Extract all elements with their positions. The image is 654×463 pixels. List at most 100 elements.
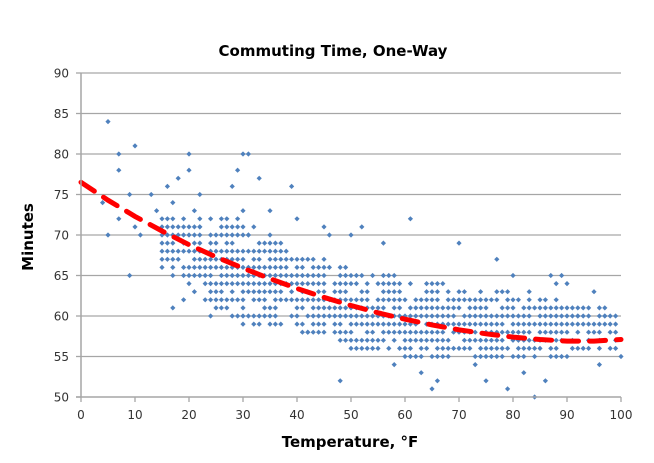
data-point xyxy=(434,329,440,335)
data-point xyxy=(272,256,278,262)
data-point xyxy=(208,240,214,246)
data-point xyxy=(137,232,143,238)
data-point xyxy=(337,272,343,279)
data-point xyxy=(218,281,224,287)
data-point xyxy=(278,248,284,254)
data-point xyxy=(229,264,235,270)
data-point xyxy=(451,313,457,319)
data-point xyxy=(380,329,386,335)
data-point xyxy=(294,281,300,287)
data-point xyxy=(370,321,376,327)
data-point xyxy=(326,232,332,238)
data-point xyxy=(364,321,370,327)
data-point xyxy=(175,248,181,254)
data-point xyxy=(483,353,489,360)
data-point xyxy=(245,281,251,287)
data-point xyxy=(359,289,365,295)
data-point xyxy=(429,313,435,319)
data-point xyxy=(348,272,354,279)
data-point xyxy=(105,119,111,125)
data-point xyxy=(602,305,608,311)
data-point xyxy=(229,297,235,303)
data-point xyxy=(607,313,613,319)
data-point xyxy=(272,313,278,319)
data-point xyxy=(256,321,262,327)
data-point xyxy=(564,313,570,319)
data-point xyxy=(164,216,170,222)
data-point xyxy=(240,297,246,303)
data-point xyxy=(272,305,278,311)
data-point xyxy=(181,232,187,238)
data-point xyxy=(391,321,397,327)
data-point xyxy=(375,297,381,303)
data-point xyxy=(391,305,397,311)
data-point xyxy=(256,240,262,246)
data-point xyxy=(218,305,224,311)
data-point xyxy=(445,345,451,351)
gridlines xyxy=(76,72,622,402)
data-point xyxy=(596,329,602,335)
data-point xyxy=(175,175,181,181)
data-point xyxy=(548,353,554,360)
data-point xyxy=(359,313,365,319)
data-point xyxy=(245,151,251,157)
data-point xyxy=(262,264,268,270)
data-point xyxy=(591,289,597,295)
data-point xyxy=(391,362,397,368)
data-point xyxy=(613,329,619,335)
data-point xyxy=(532,321,538,327)
data-point xyxy=(224,281,230,287)
data-point xyxy=(343,272,349,279)
data-point xyxy=(548,305,554,311)
data-point xyxy=(494,337,500,343)
data-point xyxy=(348,329,354,335)
data-point xyxy=(294,272,300,279)
data-point xyxy=(283,248,289,254)
data-point xyxy=(418,305,424,311)
data-point xyxy=(370,345,376,351)
data-point xyxy=(159,216,165,222)
data-point xyxy=(478,345,484,351)
data-point xyxy=(391,272,397,279)
data-point xyxy=(478,337,484,343)
data-point xyxy=(337,337,343,343)
data-point xyxy=(537,313,543,319)
data-point xyxy=(434,378,440,384)
data-point xyxy=(445,313,451,319)
data-point xyxy=(116,151,122,157)
data-point xyxy=(553,345,559,351)
trend-line-path xyxy=(78,179,624,344)
data-point xyxy=(245,289,251,295)
data-point xyxy=(359,272,365,279)
data-point xyxy=(553,305,559,311)
data-point xyxy=(575,305,581,311)
data-point xyxy=(515,345,521,351)
data-point xyxy=(267,289,273,295)
data-point xyxy=(202,256,208,262)
data-point xyxy=(337,281,343,287)
data-point xyxy=(386,272,392,279)
data-point xyxy=(245,264,251,270)
data-point xyxy=(596,362,602,368)
data-point xyxy=(235,272,241,279)
data-point xyxy=(272,240,278,246)
data-point xyxy=(316,272,322,279)
data-point xyxy=(240,224,246,230)
data-point xyxy=(478,289,484,295)
data-point xyxy=(429,329,435,335)
data-point xyxy=(116,167,122,173)
data-point xyxy=(370,337,376,343)
data-point xyxy=(235,167,241,173)
data-point xyxy=(380,321,386,327)
data-point xyxy=(440,321,446,327)
y-tick-label: 60 xyxy=(54,310,69,324)
data-point xyxy=(224,216,230,222)
data-point xyxy=(429,305,435,311)
data-point xyxy=(164,232,170,238)
data-point xyxy=(213,305,219,311)
x-tick-label: 70 xyxy=(451,408,466,422)
data-point xyxy=(402,329,408,335)
data-point xyxy=(332,305,338,311)
data-point xyxy=(218,232,224,238)
data-point xyxy=(375,345,381,351)
